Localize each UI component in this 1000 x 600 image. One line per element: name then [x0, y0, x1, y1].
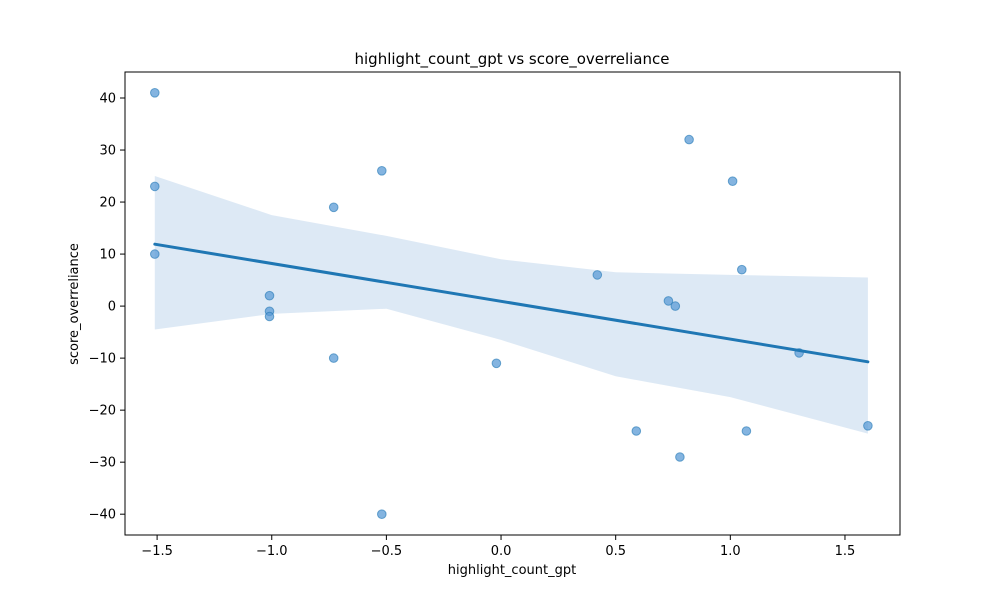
- confidence-band: [154, 176, 868, 434]
- data-point: [377, 509, 387, 520]
- y-tick-label: 40: [99, 92, 116, 107]
- x-tick-label: −1.0: [256, 544, 288, 559]
- data-point: [663, 296, 674, 306]
- y-axis-label: score_overreliance: [67, 243, 82, 365]
- x-tick-label: 0.5: [605, 544, 626, 559]
- confidence-band-area: [154, 176, 868, 434]
- data-point: [675, 452, 685, 462]
- y-tick-label: −30: [89, 456, 116, 471]
- chart-title: highlight_count_gpt vs score_overrelianc…: [355, 50, 670, 69]
- y-tick-label: 10: [99, 248, 116, 263]
- x-tick-label: 0.0: [491, 544, 512, 559]
- regression-line: [153, 242, 870, 364]
- data-points: [150, 88, 873, 520]
- y-axis-ticks: −40 −30 −20 −10 0 10 20 30 40: [89, 92, 125, 523]
- x-tick-label: 1.5: [835, 544, 856, 559]
- data-point: [328, 202, 339, 213]
- y-tick-label: 20: [99, 196, 116, 211]
- x-tick-label: 1.0: [720, 544, 741, 559]
- x-tick-label: −1.5: [141, 544, 173, 559]
- y-tick-label: −40: [89, 508, 116, 523]
- data-point: [670, 301, 681, 311]
- x-axis-ticks: −1.5 −1.0 −0.5 0.0 0.5 1.0 1.5: [141, 535, 855, 559]
- y-tick-label: −10: [89, 352, 116, 367]
- data-point: [737, 264, 747, 275]
- data-point: [631, 426, 642, 436]
- y-tick-label: −20: [89, 404, 116, 419]
- plot-frame: [124, 71, 901, 536]
- y-tick-label: 0: [108, 300, 116, 315]
- data-point: [264, 290, 275, 301]
- x-tick-label: −0.5: [371, 544, 403, 559]
- data-point: [150, 181, 160, 192]
- data-point: [491, 358, 502, 369]
- data-point: [741, 426, 752, 436]
- data-point: [150, 249, 160, 259]
- data-point: [684, 134, 694, 145]
- data-point: [727, 176, 738, 186]
- data-point: [377, 166, 387, 176]
- data-point: [863, 421, 873, 431]
- regression-line-group: [153, 242, 870, 364]
- data-point: [150, 88, 160, 98]
- data-point: [264, 311, 275, 322]
- x-axis-label: highlight_count_gpt: [448, 563, 576, 578]
- data-point: [328, 353, 339, 363]
- data-point: [592, 270, 603, 280]
- y-tick-label: 30: [99, 144, 116, 159]
